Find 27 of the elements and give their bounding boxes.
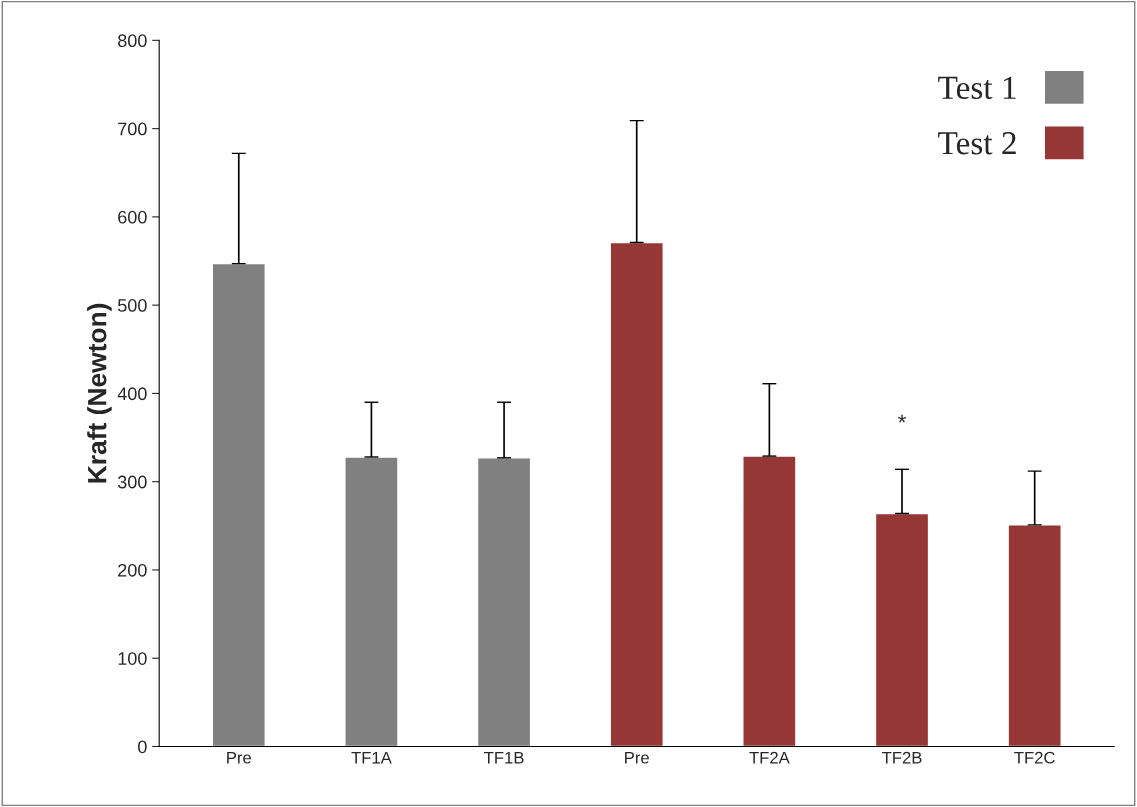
legend-label: Test 2 bbox=[938, 132, 1016, 155]
y-tick-label: 200 bbox=[118, 563, 147, 577]
x-tick-label: TF2C bbox=[1014, 751, 1055, 764]
y-tick-label: 0 bbox=[138, 740, 147, 754]
bar bbox=[874, 512, 930, 747]
annotation: * bbox=[898, 414, 906, 423]
bar bbox=[1007, 524, 1062, 747]
bar bbox=[344, 456, 399, 747]
y-tick-label: 100 bbox=[118, 652, 147, 665]
x-tick-label: TF2A bbox=[749, 751, 790, 764]
bar bbox=[211, 262, 266, 747]
bar bbox=[609, 241, 664, 747]
bar bbox=[742, 455, 797, 747]
bar bbox=[476, 457, 532, 747]
x-tick-label: TF1B bbox=[484, 751, 524, 764]
x-tick-label: Pre bbox=[227, 751, 251, 764]
legend-label: Test 1 bbox=[938, 76, 1016, 100]
x-tick-label: TF1A bbox=[351, 751, 392, 764]
y-tick-label: 500 bbox=[117, 299, 147, 312]
x-tick-label: Pre bbox=[625, 751, 649, 764]
y-tick-label: 600 bbox=[118, 210, 147, 224]
y-axis-title: Kraft (Newton) bbox=[87, 303, 112, 483]
y-tick-label: 300 bbox=[117, 475, 147, 489]
x-tick-label: TF2B bbox=[882, 751, 922, 764]
y-tick-label: 400 bbox=[117, 387, 147, 401]
y-tick-label: 700 bbox=[118, 122, 147, 136]
y-tick-label: 800 bbox=[118, 34, 147, 48]
